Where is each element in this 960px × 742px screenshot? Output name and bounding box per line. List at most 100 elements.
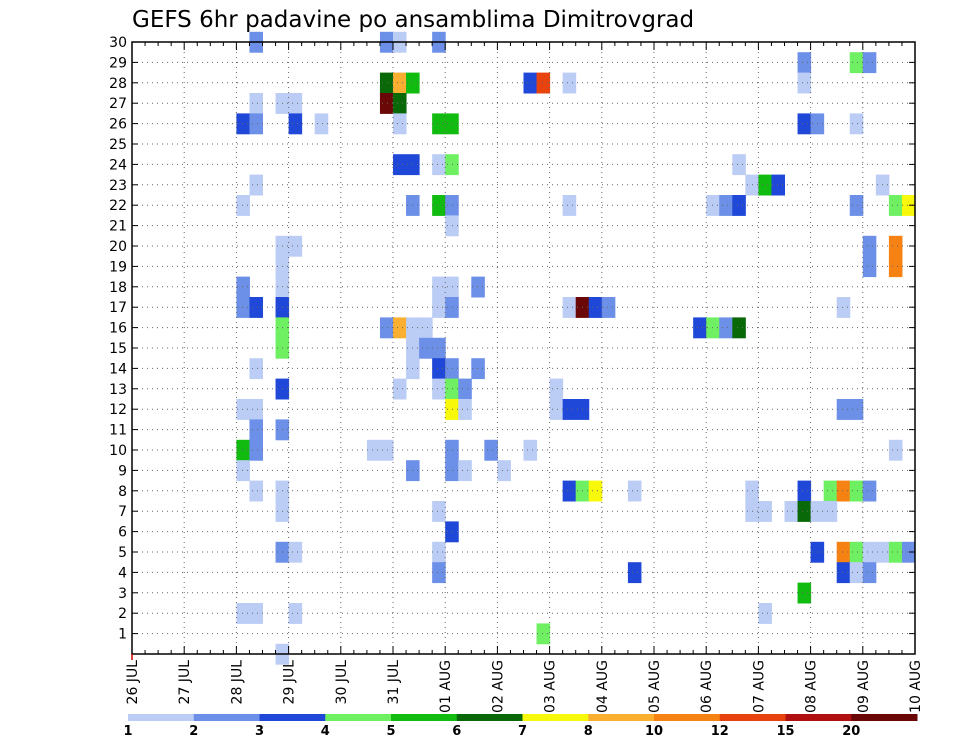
heatmap-cell [562,195,577,216]
heatmap-cell [901,541,916,563]
legend-label: 4 [321,724,330,739]
heatmap-cell [732,317,746,339]
legend: 1 2 3 4 5 6 7 8 10 12 15 20 [123,714,918,739]
heatmap-cell [393,72,407,94]
heatmap-cell [379,439,394,461]
legend-swatch [522,714,589,721]
heatmap-cell [823,501,838,522]
heatmap-cell [236,195,250,216]
heatmap-cell [862,541,877,563]
heatmap-cell [445,399,459,420]
x-tick-label: 03 AUG [543,660,559,713]
y-tick-label: 27 [109,96,127,112]
legend-label: 1 [123,724,132,739]
y-tick-label: 26 [109,117,127,133]
y-tick-label: 15 [109,341,127,357]
heatmap-cell [484,439,498,461]
x-tick-label: 04 AUG [595,660,611,713]
heatmap-cell [432,541,446,563]
heatmap-cell [445,215,459,237]
legend-label: 10 [645,724,663,739]
x-tick-label: 02 AUG [490,660,506,713]
heatmap-cell [445,276,459,298]
y-tick-label: 25 [109,137,127,153]
x-tick-label: 26 JUL [125,660,141,705]
heatmap-cell [249,399,263,420]
heatmap-cell [445,154,459,176]
heatmap-cell [445,439,459,461]
heatmap-cell [432,113,446,135]
y-tick-label: 10 [109,443,127,459]
heatmap-cell [445,113,459,135]
heatmap-cell [249,358,263,380]
y-tick-label: 21 [109,219,127,235]
heatmap-cell [458,460,472,482]
heatmap-cell [523,439,538,461]
heatmap-cell [536,72,551,94]
y-tick-label: 30 [109,35,127,51]
x-tick-label: 31 JUL [386,660,402,705]
heatmap-cell [862,562,877,584]
y-tick-label: 29 [109,55,127,71]
heatmap-cell [445,378,459,400]
heatmap-cell [236,276,250,298]
heatmap-cell [445,297,459,318]
y-tick-label: 19 [109,259,127,275]
y-tick-label: 4 [118,565,127,581]
legend-label: 8 [584,724,593,739]
y-tick-label: 11 [109,423,127,439]
legend-swatch [325,714,392,721]
heatmap-cell [849,480,864,502]
x-tick-label: 09 AUG [856,660,872,713]
y-tick-label: 14 [109,361,127,377]
heatmap-cell [536,623,551,645]
heatmap-cell [693,317,707,339]
heatmap-cell [888,256,903,278]
y-tick-label: 3 [118,586,127,602]
legend-swatch [391,714,458,721]
x-tick-label: 10 AUG [908,660,924,713]
heatmap-cell [236,113,250,135]
legend-label: 20 [842,724,860,739]
plot-area [236,31,916,665]
heatmap-cell [588,480,603,502]
heatmap-cell [797,72,812,94]
legend-swatch [128,714,195,721]
heatmap-cell [888,541,903,563]
x-tick-label: 27 JUL [177,660,193,705]
y-tick-label: 1 [118,627,127,643]
legend-label: 6 [452,724,461,739]
legend-label: 15 [776,724,794,739]
heatmap-cell [458,378,472,400]
heatmap-cell [445,521,459,543]
legend-label: 12 [711,724,729,739]
heatmap-cell [249,603,263,624]
x-tick-label: 06 AUG [699,660,715,713]
x-tick-label: 07 AUG [751,660,767,713]
y-tick-label: 24 [109,157,127,173]
y-tick-label: 2 [118,606,127,622]
heatmap-cell [888,235,903,257]
heatmap-cell [758,174,772,196]
heatmap-cell [836,399,851,420]
y-tick-label: 5 [118,545,127,561]
legend-swatch [456,714,523,721]
heatmap-cell [549,378,564,400]
heatmap-cell [797,582,812,604]
heatmap-cell [862,256,877,278]
heatmap-cell [836,480,851,502]
x-tick-label: 01 AUG [438,660,454,713]
heatmap-cell [379,93,394,114]
heatmap-cell [849,541,864,563]
heatmap-cell [562,480,577,502]
axes: 1234567891011121314151617181920212223242… [109,35,924,713]
heatmap-cell [393,154,407,176]
heatmap-cell [249,419,263,441]
legend-swatch [259,714,326,721]
heatmap-cell [549,399,564,420]
y-tick-label: 12 [109,402,127,418]
x-tick-label: 05 AUG [647,660,663,713]
heatmap-cell [719,195,733,216]
heatmap-cell [471,276,485,298]
heatmap-cell [849,113,864,135]
